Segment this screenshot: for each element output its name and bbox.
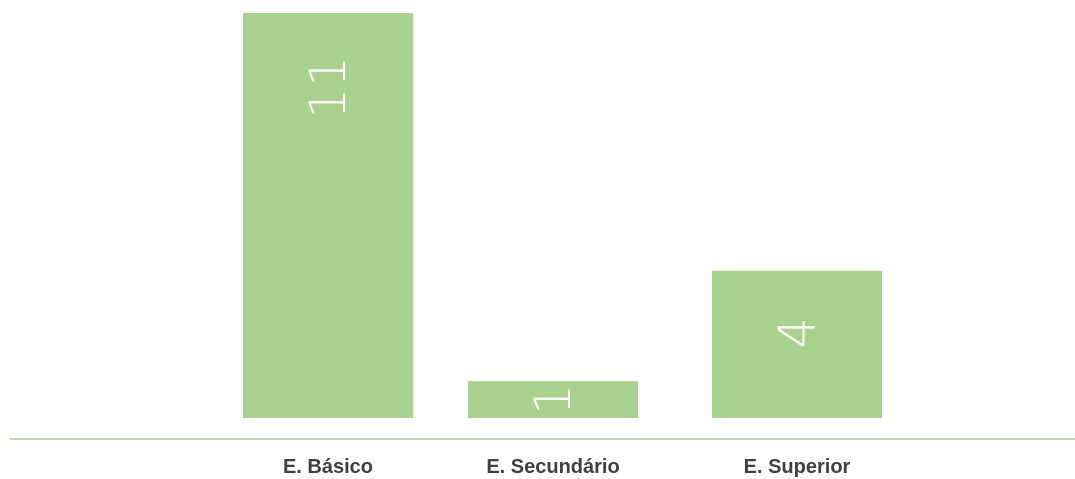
data-label-2: 1 xyxy=(524,384,582,416)
bar-3 xyxy=(712,270,882,418)
bar-2 xyxy=(468,381,638,418)
category-labels: E. Básico E. Secundário E. Superior xyxy=(283,456,851,478)
category-label-3: E. Superior xyxy=(744,456,851,478)
data-label-1: 11 xyxy=(299,55,357,119)
category-label-2: E. Secundário xyxy=(486,456,619,478)
data-label-3: 4 xyxy=(768,317,826,349)
category-label-1: E. Básico xyxy=(283,456,373,478)
bar-1 xyxy=(243,13,413,418)
